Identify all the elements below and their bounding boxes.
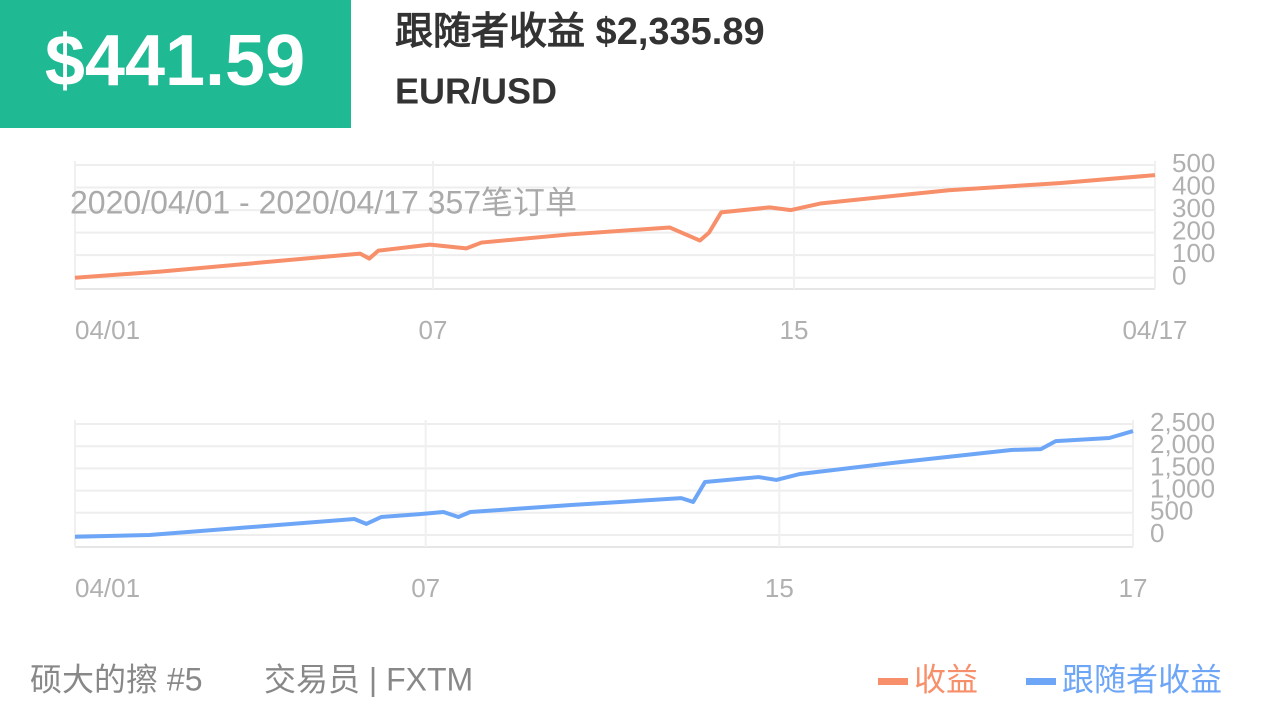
y-tick-label: 300 [1172, 193, 1215, 223]
y-tick-label: 2,500 [1150, 407, 1215, 437]
line [74, 429, 1134, 539]
x-tick-label: 15 [765, 573, 794, 603]
y-tick-label: 1,000 [1150, 473, 1215, 503]
title: 跟随者收益 $2,335.89 [395, 11, 765, 53]
line [74, 173, 1156, 280]
subtitle: 2020/04/01 - 2020/04/17 357笔订单 [70, 184, 577, 220]
y-tick-label: 1,500 [1150, 451, 1215, 481]
legend-label: 跟随者收益 [1062, 661, 1222, 697]
legend-swatch [878, 678, 908, 685]
y-tick-label: 2,000 [1150, 429, 1215, 459]
y-tick-label: 100 [1172, 238, 1215, 268]
x-tick-label: 04/01 [75, 315, 140, 345]
y-tick-label: 0 [1172, 261, 1186, 291]
legend-label: 收益 [914, 661, 978, 697]
symbol: EUR/USD [395, 71, 557, 112]
amount-badge [0, 0, 351, 128]
y-tick-label: 500 [1172, 148, 1215, 178]
trader-name: 硕大的擦 #5 [30, 661, 203, 697]
y-tick-label: 200 [1172, 216, 1215, 246]
x-tick-label: 15 [780, 315, 809, 345]
y-tick-label: 500 [1150, 496, 1193, 526]
legend-swatch [1026, 678, 1056, 685]
y-tick-label: 400 [1172, 170, 1215, 200]
trader-role: 交易员 | FXTM [264, 661, 473, 697]
amount: $441.59 [45, 21, 305, 101]
x-tick-label: 07 [411, 573, 440, 603]
y-tick-label: 0 [1150, 518, 1164, 548]
x-tick-label: 07 [419, 315, 448, 345]
x-tick-label: 04/17 [1122, 315, 1187, 345]
x-tick-label: 17 [1119, 573, 1148, 603]
x-tick-label: 04/01 [75, 573, 140, 603]
